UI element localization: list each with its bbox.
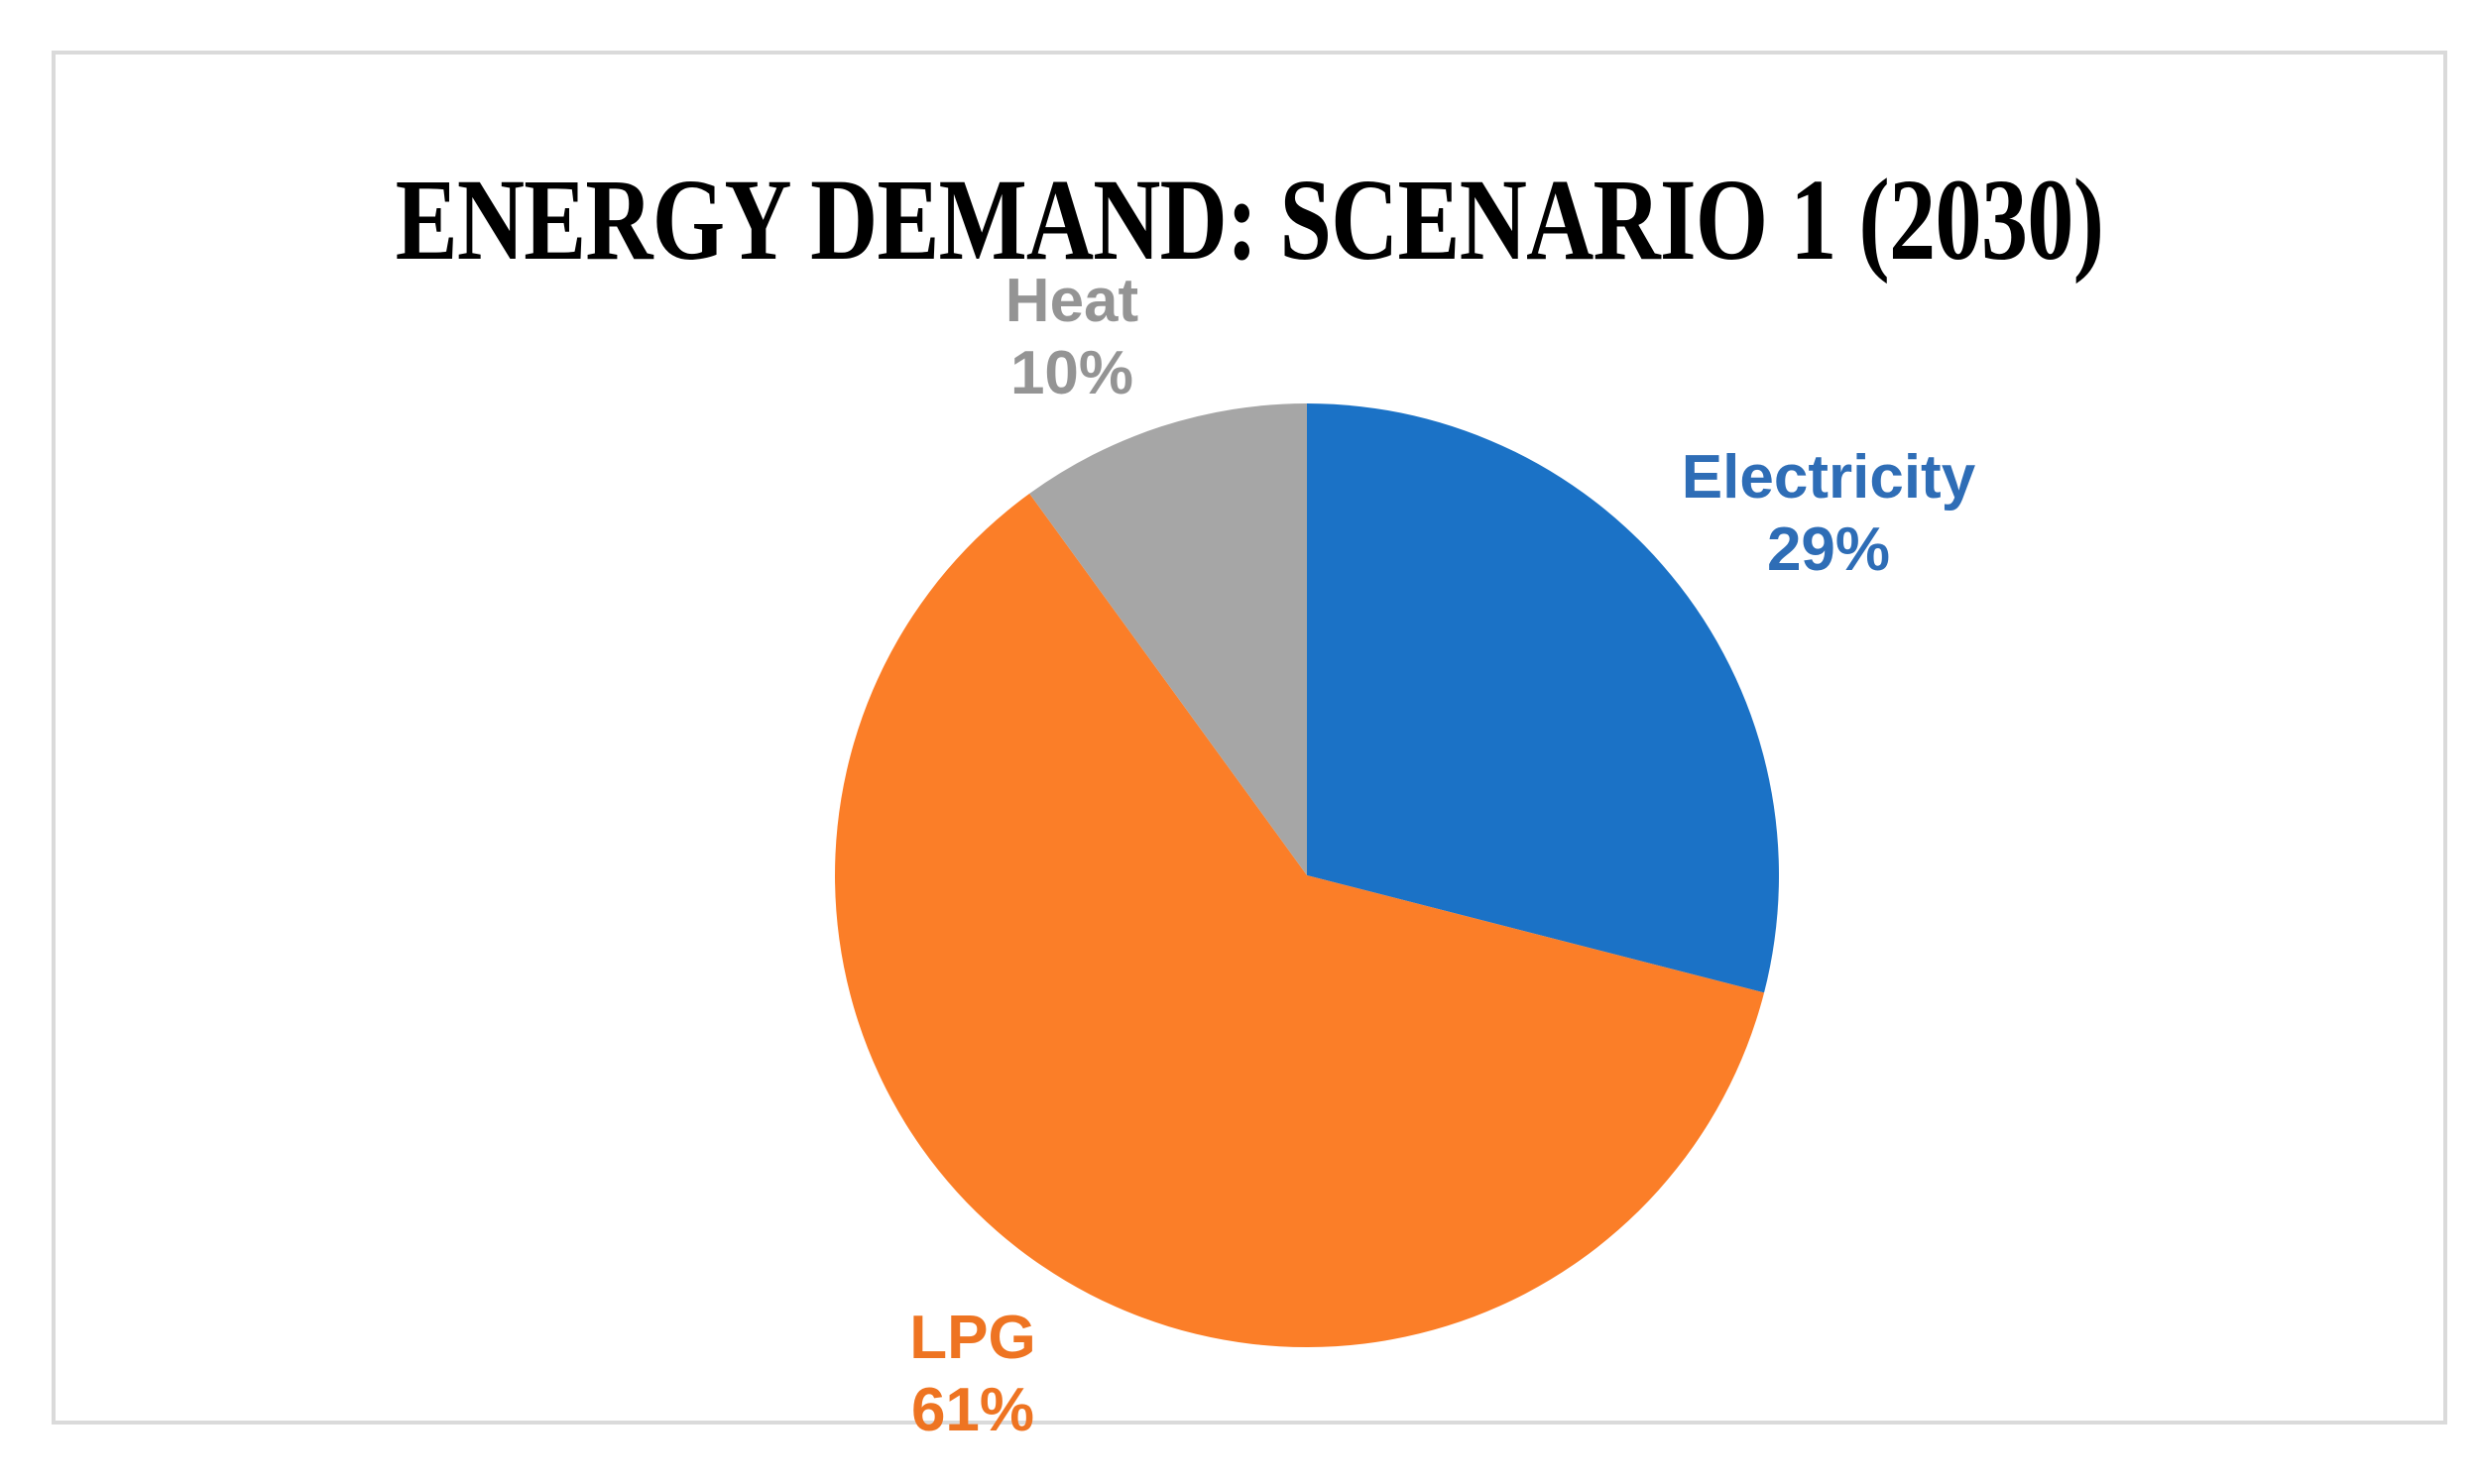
data-label-heat-name: Heat	[1004, 267, 1139, 335]
data-label-lpg: LPG 61%	[774, 1302, 1171, 1446]
pie-slice-heat	[1029, 403, 1307, 875]
pie-slice-lpg	[835, 493, 1765, 1347]
chart-title: ENERGY DEMAND: SCENARIO 1 (2030)	[395, 155, 2104, 285]
pie-slice-electricity	[1307, 403, 1779, 993]
data-label-electricity-pct: 29%	[1766, 515, 1891, 584]
data-label-lpg-name: LPG	[909, 1304, 1036, 1372]
chart-frame: ENERGY DEMAND: SCENARIO 1 (2030) Heat 10…	[52, 51, 2447, 1444]
data-label-heat: Heat 10%	[874, 265, 1270, 409]
pie-chart	[835, 403, 1779, 1347]
data-label-electricity: Electricity 29%	[1630, 441, 2027, 586]
data-label-lpg-pct: 61%	[910, 1376, 1035, 1444]
data-label-heat-pct: 10%	[1009, 339, 1134, 407]
data-label-electricity-name: Electricity	[1681, 443, 1976, 512]
